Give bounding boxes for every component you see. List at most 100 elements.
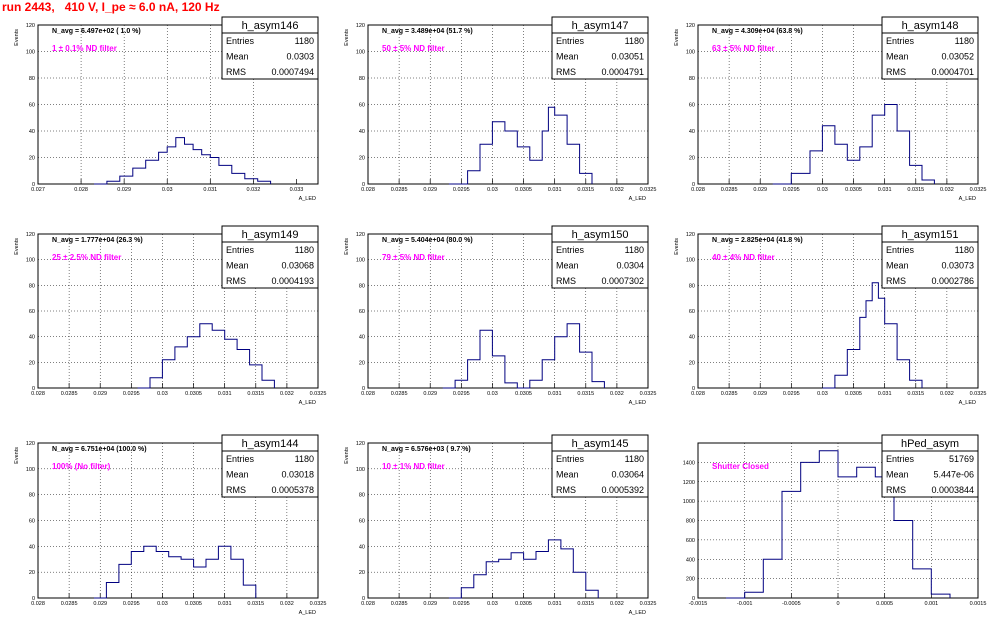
x-tick-label: 0.031 (548, 187, 562, 193)
x-tick-label: 0.0325 (310, 601, 327, 607)
y-tick-label: 100 (356, 467, 365, 473)
y-tick-label: 120 (356, 232, 365, 238)
y-tick-label: 60 (359, 519, 365, 525)
y-tick-label: 1400 (683, 460, 695, 466)
stats-label: Mean (556, 52, 579, 62)
y-tick-label: 60 (689, 309, 695, 315)
stats-value: 1180 (625, 245, 644, 255)
filter-annotation: 25 ± 2.5% ND filter (52, 253, 121, 262)
y-axis-label: Events (674, 29, 680, 46)
y-tick-label: 60 (29, 519, 35, 525)
stats-value: 1180 (625, 36, 644, 46)
histogram-line (94, 137, 272, 185)
y-tick-label: 40 (689, 129, 695, 135)
navg-label: N_avg = 6.751e+04 (100.0 %) (52, 446, 147, 453)
x-tick-label: 0.0315 (907, 187, 924, 193)
histogram-panel-h_asym147: 0 20 40 60 80 100 120 0.028 0.0285 0.029 0.0295 0.0… (344, 16, 656, 202)
filter-annotation: Shutter Closed (712, 462, 769, 471)
x-tick-label: 0.031 (203, 187, 217, 193)
x-axis-label: A_LED (959, 400, 976, 406)
stats-label: RMS (556, 485, 576, 495)
y-tick-label: 20 (29, 360, 35, 366)
y-axis-label: Events (344, 238, 350, 255)
y-tick-label: 80 (29, 76, 35, 82)
x-tick-label: 0.0325 (310, 391, 327, 397)
navg-label: N_avg = 6.576e+03 ( 9.7 %) (382, 446, 471, 453)
x-tick-label: 0.032 (610, 187, 624, 193)
x-tick-label: 0.0285 (61, 391, 78, 397)
stats-value: 0.0007302 (601, 276, 644, 286)
histogram-panel-h_asym146: 0 20 40 60 80 100 120 0.027 0.028 0.029 0.03 0.031 0… (14, 16, 319, 202)
stats-box (551, 450, 649, 498)
y-tick-label: 120 (356, 441, 365, 447)
y-tick-label: 0 (692, 386, 695, 392)
y-tick-label: 0 (32, 596, 35, 602)
y-tick-label: 20 (359, 156, 365, 162)
x-tick-label: 0.028 (361, 187, 375, 193)
histogram-panel-h_asym148: 0 20 40 60 80 100 120 0.028 0.0285 0.029 0.0295 0.0… (674, 16, 987, 202)
histogram-line (726, 450, 951, 599)
x-tick-label: 0.028 (31, 391, 45, 397)
x-tick-label: 0.027 (31, 187, 45, 193)
x-tick-label: 0.0295 (453, 601, 470, 607)
histogram-panel-h_asym144: 0 20 40 60 80 100 120 0.028 0.0285 0.029 0.0295 0.0… (14, 434, 327, 616)
y-axis-label: Events (344, 447, 350, 464)
stats-label: RMS (886, 276, 906, 286)
navg-label: N_avg = 2.825e+04 (41.8 %) (712, 237, 803, 244)
stats-label: Entries (886, 454, 915, 464)
y-axis-label: Events (344, 29, 350, 46)
stats-value: 0.0004193 (271, 276, 314, 286)
y-tick-label: 0 (32, 386, 35, 392)
histogram-panel-h_asym150: 0 20 40 60 80 100 120 0.028 0.0285 0.029 0.0295 0.0… (344, 225, 657, 406)
x-tick-label: 0.031 (218, 601, 232, 607)
y-tick-label: 80 (359, 283, 365, 289)
stats-label: RMS (886, 485, 906, 495)
x-tick-label: 0.032 (940, 187, 954, 193)
stats-label: Entries (886, 36, 915, 46)
x-tick-label: 0.0305 (515, 391, 532, 397)
x-tick-label: 0.0325 (640, 391, 657, 397)
x-tick-label: 0.0295 (123, 601, 140, 607)
filter-annotation: 100% (No filter) (52, 462, 111, 471)
y-tick-label: 400 (686, 557, 695, 563)
x-tick-label: 0.03 (487, 391, 498, 397)
stats-value: 0.0004791 (601, 67, 644, 77)
filter-annotation: 50 ± 5% ND filter (382, 44, 445, 53)
stats-value: 0.03073 (941, 261, 974, 271)
y-tick-label: 80 (359, 76, 365, 82)
x-tick-label: 0.001 (924, 601, 938, 607)
y-tick-label: 40 (359, 544, 365, 550)
y-tick-label: 800 (686, 519, 695, 525)
stats-value: 0.0003844 (931, 485, 974, 495)
x-axis-label: A_LED (959, 196, 976, 202)
y-tick-label: 40 (359, 129, 365, 135)
x-tick-label: 0.0325 (970, 187, 987, 193)
x-tick-label: 0.032 (610, 601, 624, 607)
y-tick-label: 100 (26, 258, 35, 264)
y-tick-label: 1000 (683, 499, 695, 505)
x-tick-label: 0.0305 (515, 601, 532, 607)
stats-value: 0.03051 (611, 52, 644, 62)
histogram-line (448, 106, 593, 185)
stats-value: 1180 (295, 454, 314, 464)
x-tick-label: 0.0285 (391, 601, 408, 607)
x-tick-label: 0.0285 (391, 187, 408, 193)
y-tick-label: 80 (29, 493, 35, 499)
x-tick-label: 0.0305 (845, 391, 862, 397)
stats-label: Mean (886, 52, 909, 62)
filter-annotation: 10 ± 1% ND filter (382, 462, 445, 471)
y-tick-label: 80 (359, 493, 365, 499)
y-tick-label: 120 (26, 23, 35, 29)
y-tick-label: 120 (356, 23, 365, 29)
stats-label: Entries (556, 36, 585, 46)
y-tick-label: 120 (26, 441, 35, 447)
x-tick-label: 0.032 (280, 391, 294, 397)
x-tick-label: 0.028 (31, 601, 45, 607)
x-tick-label: 0.032 (247, 187, 261, 193)
histogram-panel-h_asym149: 0 20 40 60 80 100 120 0.028 0.0285 0.029 0.0295 0.0… (14, 225, 327, 406)
y-tick-label: 60 (29, 103, 35, 109)
x-tick-label: 0.0015 (970, 601, 987, 607)
x-tick-label: 0.0295 (453, 187, 470, 193)
stats-value: 0.0005392 (601, 485, 644, 495)
stats-label: RMS (226, 67, 246, 77)
